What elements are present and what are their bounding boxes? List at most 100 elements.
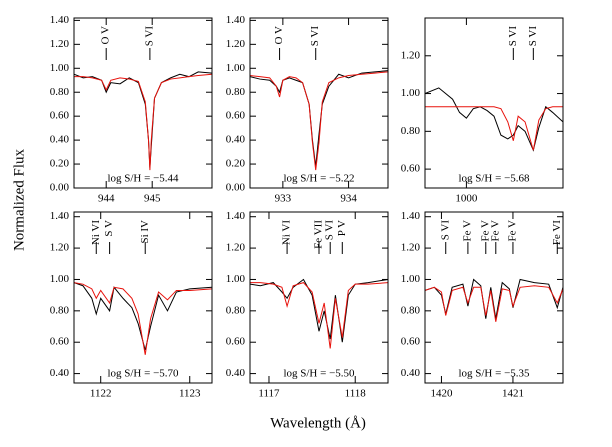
line-id-label: S VI — [527, 26, 539, 47]
y-tick-label: 0.60 — [50, 336, 70, 348]
y-tick-label: 1.20 — [50, 242, 70, 254]
panel: 0.60 0.80 1.00 1.20 1000 S VI S VI log S/H = −5… — [401, 17, 564, 205]
spectra — [425, 87, 563, 152]
line-id-label: P V — [336, 220, 348, 236]
plot-frame — [249, 17, 389, 189]
y-tick-label: 0.00 — [50, 182, 70, 194]
abundance-label: log S/H = −5.44 — [107, 173, 179, 185]
y-tick-label: 1.20 — [226, 242, 246, 254]
spectrum-line — [250, 282, 388, 349]
x-tick-label: 933 — [275, 193, 292, 205]
y-tick-label: 0.60 — [50, 110, 70, 122]
x-tick-label: 1122 — [90, 388, 112, 400]
line-id-label: Fe VII — [313, 220, 325, 249]
abundance-label: log S/H = −5.68 — [458, 173, 530, 185]
line-id-label: S VI — [507, 26, 519, 47]
y-tick-label: 0.40 — [226, 134, 246, 146]
y-tick-label: 0.20 — [50, 158, 70, 170]
spectrum-line — [74, 73, 212, 171]
spectrum-line — [250, 71, 388, 171]
x-tick-label: 944 — [98, 193, 115, 205]
y-tick-label: 0.80 — [401, 125, 421, 137]
x-tick-label: 1118 — [345, 388, 367, 400]
spectrum-line — [250, 70, 388, 167]
line-id-label: Si IV — [139, 220, 151, 244]
y-tick-label: 1.00 — [50, 62, 70, 74]
y-tick-label: 1.00 — [401, 273, 421, 285]
y-tick-label: 1.00 — [50, 273, 70, 285]
line-id-label: Fe VI — [551, 220, 563, 245]
spectrum-line — [250, 278, 388, 343]
line-id-label: S VI — [143, 26, 155, 47]
y-axis-label: Normalized Flux — [11, 148, 27, 251]
x-axis-label: Wavelength (Å) — [270, 415, 366, 431]
panel: 0.40 0.60 0.80 1.00 1.20 1.40 1122 1123 Ni VI S V… — [50, 210, 213, 400]
line-id-label: Ni VI — [90, 220, 102, 245]
abundance-label: log S/H = −5.50 — [283, 368, 355, 380]
y-tick-label: 0.60 — [226, 110, 246, 122]
line-id-label: O V — [273, 26, 285, 44]
x-tick-label: 945 — [144, 193, 161, 205]
line-id-label: Fe V — [489, 220, 501, 242]
line-id-label: S VI — [324, 220, 336, 241]
spectra — [425, 278, 563, 322]
spectra — [74, 71, 212, 171]
plot-frame — [424, 17, 564, 189]
line-id-label: Fe V — [479, 220, 491, 242]
y-tick-label: 0.60 — [226, 336, 246, 348]
y-tick-label: 1.40 — [226, 210, 246, 222]
spectrum-line — [74, 282, 212, 351]
plot-frame — [73, 17, 213, 189]
plot-frame — [249, 211, 389, 384]
y-tick-label: 1.40 — [401, 210, 421, 222]
y-tick-label: 1.40 — [50, 14, 70, 26]
spectrum-line — [425, 285, 563, 322]
x-tick-label: 1421 — [502, 388, 524, 400]
spectra — [74, 282, 212, 355]
y-tick-label: 1.00 — [226, 62, 246, 74]
line-id-label: S VI — [309, 26, 321, 47]
spectra — [250, 70, 388, 171]
panel: 0.00 0.20 0.40 0.60 0.80 1.00 1.20 1.40 933 934 O … — [226, 14, 389, 205]
panel: 0.40 0.60 0.80 1.00 1.20 1.40 1420 1421 S VI Fe V… — [401, 210, 564, 400]
y-tick-label: 0.40 — [50, 134, 70, 146]
y-tick-label: 0.60 — [401, 163, 421, 175]
x-tick-label: 1420 — [430, 388, 453, 400]
x-tick-label: 934 — [340, 193, 357, 205]
y-tick-label: 1.20 — [401, 242, 421, 254]
y-tick-label: 1.00 — [401, 87, 421, 99]
y-tick-label: 0.80 — [226, 304, 246, 316]
x-tick-label: 1000 — [455, 193, 478, 205]
panel: 0.40 0.60 0.80 1.00 1.20 1.40 1117 1118 Ni VI Fe … — [226, 210, 389, 400]
panel: 0.00 0.20 0.40 0.60 0.80 1.00 1.20 1.40 944 945 O … — [50, 14, 213, 205]
y-tick-label: 1.20 — [401, 49, 421, 61]
spectrum-line — [425, 106, 563, 151]
y-tick-label: 0.00 — [226, 182, 246, 194]
y-tick-label: 1.20 — [50, 38, 70, 50]
y-tick-label: 1.00 — [226, 273, 246, 285]
y-tick-label: 0.80 — [401, 304, 421, 316]
y-tick-label: 0.60 — [401, 336, 421, 348]
abundance-label: log S/H = −5.22 — [283, 173, 354, 185]
line-id-label: S V — [103, 220, 115, 237]
line-id-label: Ni VI — [281, 220, 293, 245]
y-tick-label: 1.20 — [226, 38, 246, 50]
y-tick-label: 0.80 — [50, 304, 70, 316]
y-tick-label: 1.40 — [226, 14, 246, 26]
abundance-label: log S/H = −5.70 — [107, 368, 179, 380]
plot-frame — [73, 211, 213, 384]
y-tick-label: 1.40 — [50, 210, 70, 222]
line-id-label: Fe V — [461, 220, 473, 242]
y-tick-label: 0.20 — [226, 158, 246, 170]
line-id-label: Fe V — [506, 220, 518, 242]
y-tick-label: 0.40 — [226, 367, 246, 379]
abundance-label: log S/H = −5.35 — [458, 368, 530, 380]
y-tick-label: 0.80 — [226, 86, 246, 98]
x-tick-label: 1123 — [179, 388, 201, 400]
plot-frame — [424, 211, 564, 384]
spectrum-line — [74, 282, 212, 355]
y-tick-label: 0.80 — [50, 86, 70, 98]
spectra — [250, 278, 388, 349]
line-id-label: S VI — [439, 220, 451, 241]
